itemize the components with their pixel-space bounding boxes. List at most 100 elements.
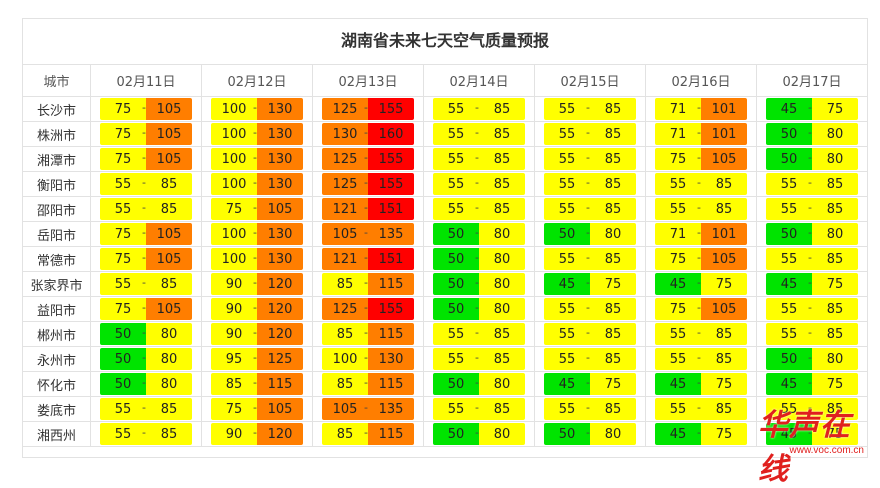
aqi-cell: 90-120 [201,296,313,322]
aqi-range-pill: 121-151 [322,198,414,220]
aqi-cell: 55-85 [534,396,646,422]
aqi-high-value: 85 [590,298,636,320]
column-header-city: 城市 [22,64,91,97]
aqi-low-value: 105 [322,223,368,245]
aqi-cell: 45-75 [756,96,868,122]
aqi-cell: 55-85 [645,321,757,347]
aqi-low-value: 100 [322,348,368,370]
aqi-cell: 50-80 [423,296,535,322]
aqi-high-value: 101 [701,223,747,245]
table-row: 邵阳市 55-85 75-105 121-151 55-85 55-85 55-85 55-8… [22,196,868,222]
aqi-range-pill: 55-85 [100,423,192,445]
aqi-range-pill: 55-85 [655,398,747,420]
aqi-cell: 125-155 [312,296,424,322]
aqi-high-value: 85 [590,323,636,345]
aqi-high-value: 75 [812,373,858,395]
aqi-cell: 55-85 [423,121,535,147]
aqi-low-value: 90 [211,273,257,295]
aqi-range-pill: 125-155 [322,173,414,195]
aqi-cell: 55-85 [756,196,868,222]
aqi-low-value: 55 [433,123,479,145]
aqi-high-value: 105 [146,123,192,145]
aqi-low-value: 90 [211,323,257,345]
aqi-high-value: 151 [368,198,414,220]
aqi-range-pill: 125-155 [322,298,414,320]
aqi-cell: 105-135 [312,396,424,422]
aqi-range-pill: 100-130 [322,348,414,370]
aqi-cell: 125-155 [312,146,424,172]
aqi-range-pill: 50-80 [766,148,858,170]
aqi-cell: 50-80 [90,321,202,347]
aqi-range-pill: 55-85 [766,248,858,270]
aqi-low-value: 75 [100,98,146,120]
aqi-high-value: 115 [368,273,414,295]
aqi-high-value: 135 [368,398,414,420]
aqi-low-value: 50 [100,373,146,395]
aqi-range-pill: 100-130 [211,123,303,145]
aqi-cell: 55-85 [534,296,646,322]
aqi-range-pill: 50-80 [544,223,636,245]
aqi-cell: 50-80 [90,346,202,372]
aqi-high-value: 120 [257,323,303,345]
aqi-low-value: 55 [766,173,812,195]
city-name: 岳阳市 [22,221,91,247]
city-name: 湘潭市 [22,146,91,172]
aqi-cell: 50-80 [534,221,646,247]
aqi-low-value: 55 [766,323,812,345]
aqi-high-value: 80 [479,248,525,270]
aqi-high-value: 105 [701,148,747,170]
aqi-high-value: 105 [146,298,192,320]
aqi-high-value: 85 [701,198,747,220]
aqi-low-value: 125 [322,173,368,195]
aqi-range-pill: 50-80 [433,298,525,320]
aqi-range-pill: 100-130 [211,248,303,270]
aqi-range-pill: 75-105 [655,298,747,320]
city-name: 常德市 [22,246,91,272]
aqi-low-value: 55 [544,348,590,370]
table-row: 怀化市 50-80 85-115 85-115 50-80 45-75 45-75 45-75 [22,371,868,397]
aqi-range-pill: 105-135 [322,398,414,420]
aqi-low-value: 55 [655,198,701,220]
aqi-high-value: 115 [368,423,414,445]
aqi-cell: 55-85 [90,421,202,447]
aqi-cell: 55-85 [423,346,535,372]
aqi-low-value: 50 [433,223,479,245]
aqi-low-value: 50 [433,373,479,395]
aqi-low-value: 50 [433,298,479,320]
city-name: 永州市 [22,346,91,372]
aqi-low-value: 55 [100,273,146,295]
aqi-range-pill: 55-85 [433,173,525,195]
aqi-low-value: 50 [100,348,146,370]
city-name: 张家界市 [22,271,91,297]
aqi-high-value: 130 [257,123,303,145]
aqi-low-value: 100 [211,223,257,245]
column-header-date: 02月12日 [201,64,313,97]
aqi-low-value: 90 [211,298,257,320]
aqi-high-value: 120 [257,273,303,295]
aqi-low-value: 85 [322,373,368,395]
table-row: 湘西州 55-85 90-120 85-115 50-80 50-80 45-75 45-75 [22,421,868,447]
aqi-cell: 55-85 [756,246,868,272]
aqi-low-value: 55 [433,148,479,170]
aqi-high-value: 80 [812,223,858,245]
aqi-range-pill: 45-75 [655,373,747,395]
aqi-cell: 50-80 [423,246,535,272]
aqi-low-value: 100 [211,123,257,145]
aqi-low-value: 55 [544,323,590,345]
aqi-range-pill: 85-115 [211,373,303,395]
aqi-cell: 100-130 [201,96,313,122]
aqi-range-pill: 45-75 [766,273,858,295]
aqi-low-value: 125 [322,98,368,120]
aqi-range-pill: 55-85 [433,323,525,345]
aqi-low-value: 71 [655,98,701,120]
table-body: 长沙市 75-105 100-130 125-155 55-85 55-85 71-101 4… [22,96,868,447]
column-header-date: 02月17日 [756,64,868,97]
aqi-low-value: 71 [655,223,701,245]
aqi-low-value: 50 [766,348,812,370]
aqi-high-value: 115 [368,323,414,345]
aqi-low-value: 55 [100,398,146,420]
aqi-high-value: 130 [257,173,303,195]
aqi-range-pill: 75-105 [211,398,303,420]
aqi-cell: 45-75 [645,271,757,297]
aqi-high-value: 85 [479,148,525,170]
